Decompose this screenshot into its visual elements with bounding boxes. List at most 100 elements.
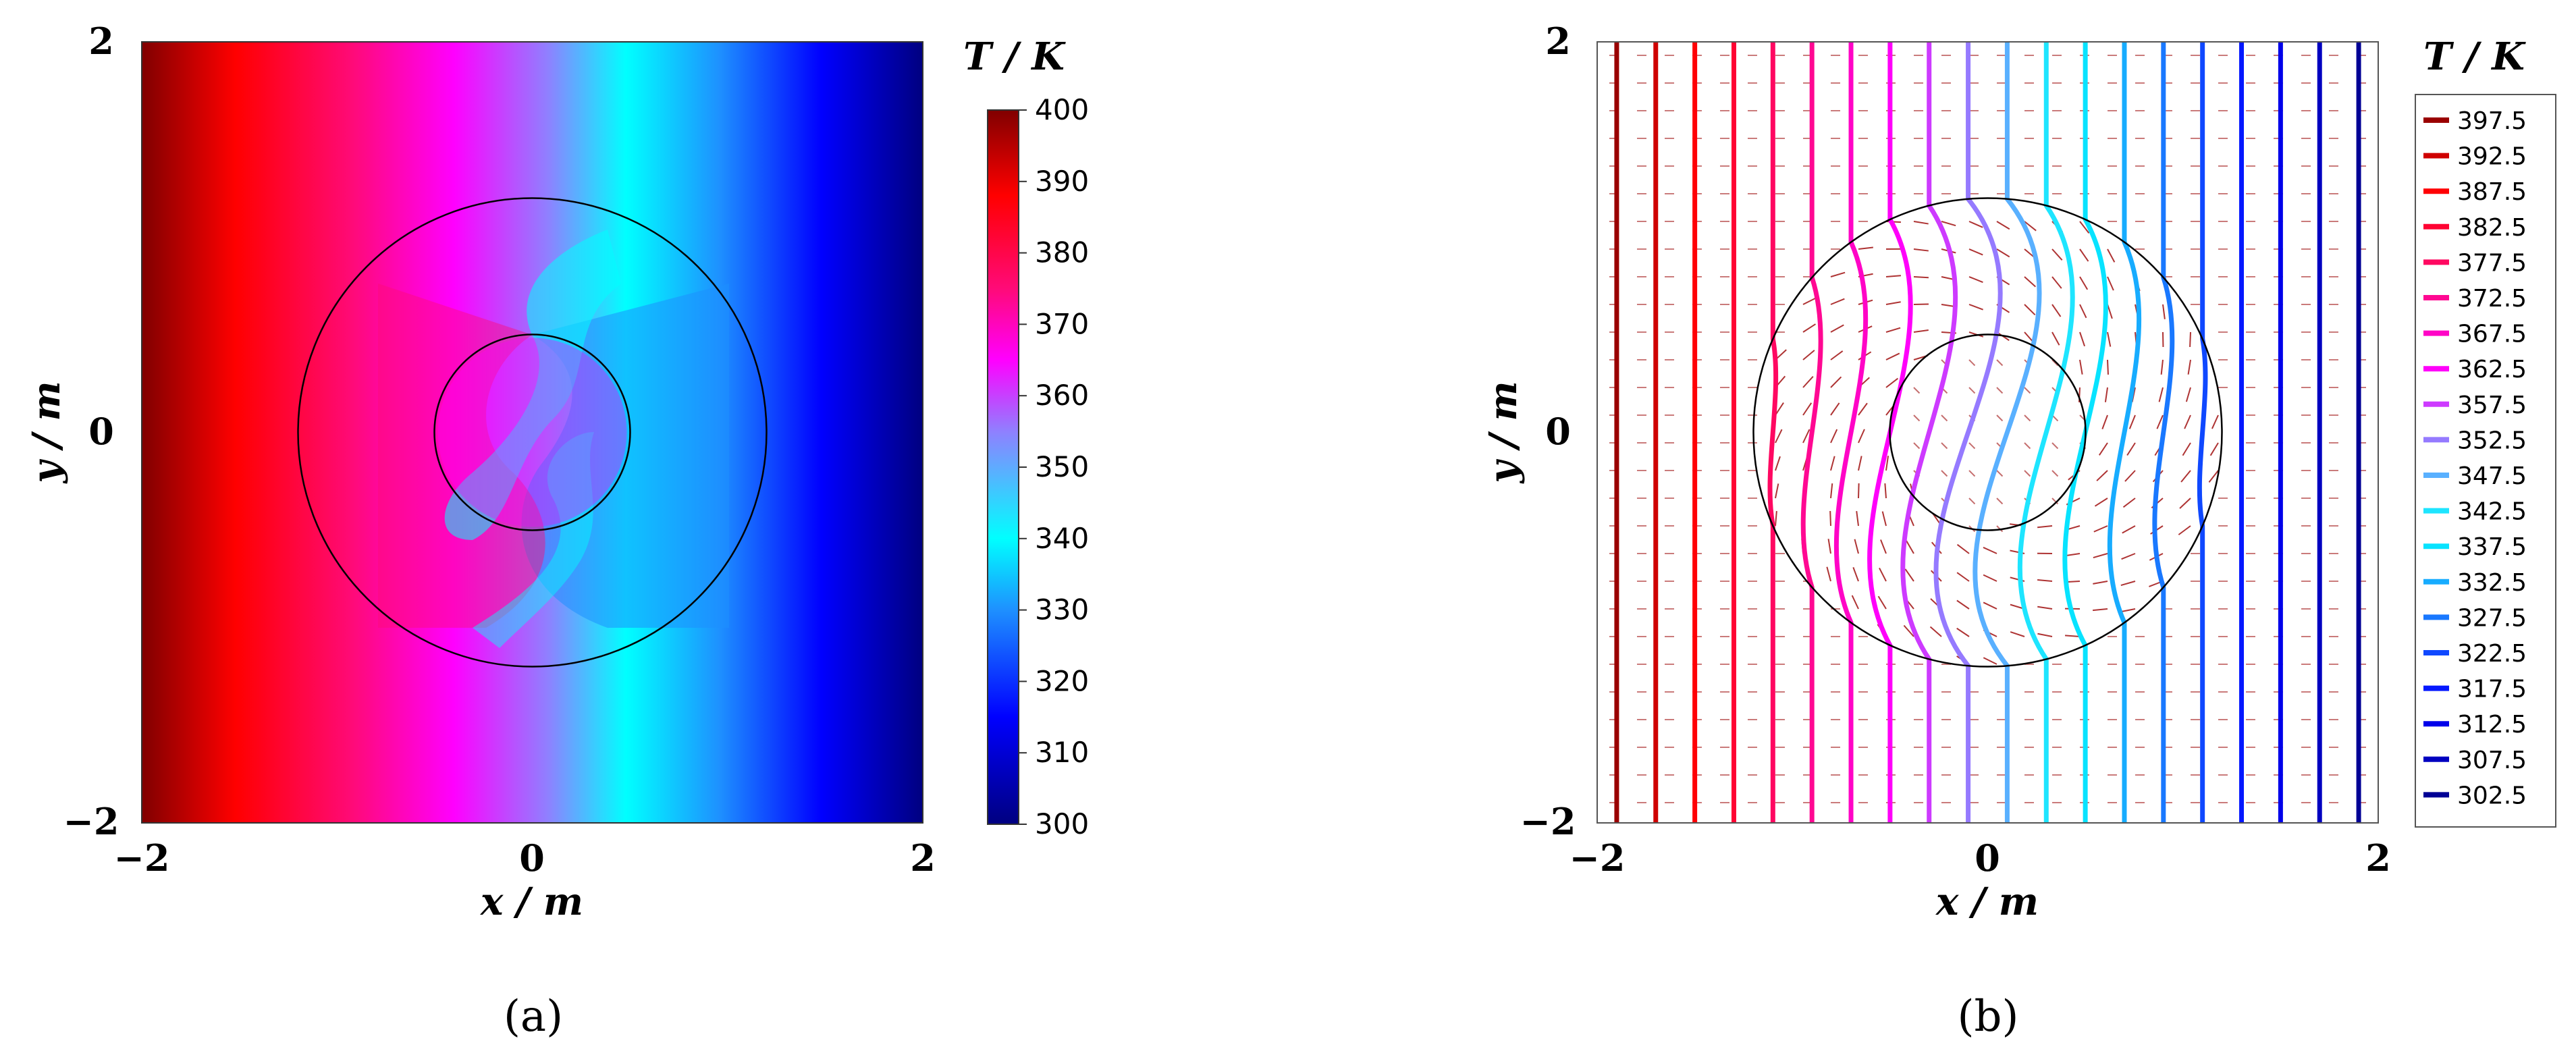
colorbar-tick-label: 330 bbox=[1035, 593, 1089, 626]
heat-flux-arrow bbox=[2101, 414, 2108, 429]
heat-flux-arrow bbox=[2051, 470, 2059, 477]
heat-flux-arrow bbox=[1879, 567, 1887, 582]
panel-b-legend-title: T / K bbox=[2423, 34, 2526, 79]
legend-entry-label: 382.5 bbox=[2457, 214, 2527, 242]
heat-flux-arrow bbox=[2079, 331, 2086, 347]
heat-flux-arrow bbox=[2126, 442, 2136, 456]
legend-entry-label: 342.5 bbox=[2457, 498, 2527, 526]
heat-flux-arrow bbox=[1996, 248, 2010, 258]
heat-flux-arrow bbox=[2093, 581, 2108, 585]
heat-flux-arrow bbox=[1904, 568, 1914, 582]
heat-flux-arrow bbox=[1996, 498, 2004, 505]
heat-flux-arrow bbox=[1775, 456, 1781, 471]
isotherm-line bbox=[1973, 42, 2042, 823]
panel-a-inner-circle bbox=[433, 333, 631, 531]
heat-flux-arrow bbox=[1885, 456, 1889, 471]
heat-flux-arrow bbox=[1913, 221, 1929, 225]
heat-flux-arrow bbox=[1968, 248, 1983, 256]
colorbar-tick-label: 300 bbox=[1035, 807, 1089, 840]
heat-flux-arrow bbox=[2051, 331, 2060, 346]
panel-a-xtick-right: 2 bbox=[910, 836, 936, 880]
heat-flux-arrow bbox=[1880, 539, 1887, 554]
heat-flux-arrow bbox=[1851, 595, 1859, 610]
heat-flux-arrow bbox=[2120, 581, 2136, 587]
heat-flux-arrow bbox=[2079, 248, 2089, 262]
heat-flux-arrow bbox=[1996, 387, 2004, 394]
panel-a-colorbar-label: T / K bbox=[963, 34, 1066, 79]
colorbar-tick-label: 310 bbox=[1035, 736, 1089, 769]
heat-flux-arrow bbox=[2124, 470, 2136, 482]
heat-flux-arrow bbox=[1968, 470, 1976, 477]
heat-flux-arrow bbox=[2024, 221, 2037, 232]
colorbar-tick-label: 340 bbox=[1035, 522, 1089, 555]
heat-flux-arrow bbox=[1802, 297, 1817, 305]
heat-flux-arrow bbox=[2079, 221, 2090, 234]
isotherm-line bbox=[2197, 42, 2208, 823]
colorbar-tick-label: 400 bbox=[1035, 93, 1089, 126]
heat-flux-arrow bbox=[1996, 221, 2010, 230]
heat-flux-arrow bbox=[1968, 498, 1976, 505]
legend-entry-label: 392.5 bbox=[2457, 143, 2527, 171]
heat-flux-arrow bbox=[1968, 442, 1976, 450]
heat-flux-arrow bbox=[2024, 304, 2036, 316]
heat-flux-arrow bbox=[2051, 276, 2062, 289]
panel-b-xlabel: x / m bbox=[1935, 880, 2039, 924]
heat-flux-arrow bbox=[2051, 304, 2062, 317]
panel-b-xtick-mid: 0 bbox=[1975, 836, 2000, 880]
colorbar-tick-label: 320 bbox=[1035, 664, 1089, 697]
heat-flux-arrow bbox=[1881, 511, 1887, 527]
legend-entry-label: 377.5 bbox=[2457, 249, 2527, 277]
heat-flux-arrow bbox=[1968, 221, 1983, 228]
heat-flux-arrow bbox=[1877, 595, 1887, 610]
heat-flux-arrow bbox=[2178, 525, 2191, 535]
panel-b-xtick-left: −2 bbox=[1569, 836, 1626, 880]
heat-flux-arrow bbox=[2189, 331, 2191, 348]
heat-flux-arrow bbox=[1802, 350, 1815, 360]
heat-flux-arrow bbox=[2185, 387, 2191, 402]
heat-flux-arrow bbox=[2024, 276, 2037, 288]
legend-entry-label: 362.5 bbox=[2457, 356, 2527, 383]
heat-flux-arrow bbox=[1775, 510, 1777, 527]
heat-flux-arrow bbox=[2209, 442, 2219, 456]
panel-a-colorbar bbox=[987, 109, 1019, 825]
heat-flux-arrow bbox=[1996, 414, 2004, 422]
heat-flux-arrow bbox=[1885, 352, 1900, 360]
heat-flux-arrow bbox=[2184, 414, 2191, 429]
heat-flux-arrow bbox=[1968, 387, 1976, 394]
colorbar-tick-label: 390 bbox=[1035, 165, 1089, 198]
heat-flux-arrow bbox=[1913, 387, 1921, 394]
heat-flux-arrow bbox=[1802, 402, 1813, 416]
panel-b-outer-circle bbox=[1752, 197, 2223, 668]
legend-entry-label: 357.5 bbox=[2457, 392, 2527, 419]
heat-flux-arrow bbox=[2093, 608, 2108, 612]
heat-flux-arrow bbox=[1903, 624, 1914, 637]
heat-flux-arrow bbox=[1941, 470, 1948, 477]
heat-flux-arrow bbox=[1956, 572, 1970, 582]
panel-a-ytick-mid: 0 bbox=[88, 410, 114, 453]
heat-flux-arrow bbox=[2122, 525, 2136, 534]
heat-flux-arrow bbox=[2024, 442, 2031, 450]
heat-flux-arrow bbox=[2107, 304, 2113, 319]
heat-flux-arrow bbox=[1802, 429, 1810, 444]
heat-flux-arrow bbox=[2187, 359, 2191, 375]
heat-flux-arrow bbox=[1858, 483, 1860, 499]
heat-flux-arrow bbox=[2104, 387, 2108, 402]
legend-entry-label: 372.5 bbox=[2457, 285, 2527, 313]
heat-flux-arrow bbox=[1829, 510, 1831, 527]
heat-flux-arrow bbox=[1956, 627, 1970, 637]
panel-a: 2 0 −2 −2 0 2 x / m y / m T / K 400 390 38… bbox=[24, 20, 1089, 1042]
heat-flux-arrow bbox=[1775, 429, 1783, 444]
heat-flux-arrow bbox=[1858, 402, 1868, 416]
heat-flux-arrow bbox=[1830, 483, 1833, 499]
heat-flux-arrow bbox=[1913, 414, 1921, 422]
heat-flux-arrow bbox=[1830, 456, 1835, 471]
heat-flux-arrow bbox=[1830, 271, 1846, 277]
heat-flux-arrow bbox=[2098, 442, 2108, 456]
heat-flux-arrow bbox=[1983, 547, 1997, 554]
heat-flux-arrow bbox=[1830, 376, 1842, 388]
heat-flux-arrow bbox=[1956, 599, 1970, 610]
heat-flux-arrow bbox=[2024, 387, 2031, 394]
heat-flux-arrow bbox=[1996, 359, 2004, 367]
heat-flux-arrow bbox=[2065, 553, 2081, 557]
legend-entry-label: 387.5 bbox=[2457, 178, 2527, 206]
